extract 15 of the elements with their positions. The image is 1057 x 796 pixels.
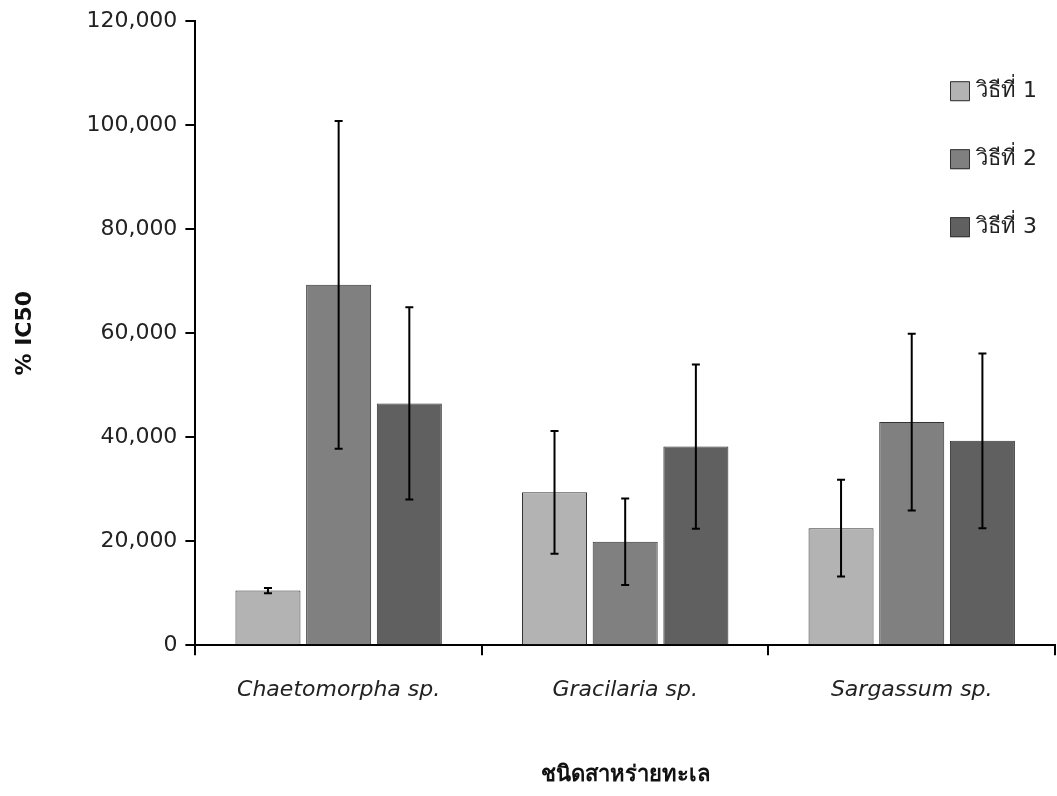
y-tick-label: 60,000 — [100, 318, 178, 344]
x-tick-label: Gracilaria sp. — [552, 676, 698, 702]
x-tick-label: Chaetomorpha sp. — [237, 676, 441, 702]
y-axis-title: % IC50 — [10, 290, 36, 376]
y-tick-label: 120,000 — [86, 6, 178, 32]
legend-label: วิธีที่ 2 — [975, 141, 1037, 170]
legend-label: วิธีที่ 1 — [975, 73, 1037, 102]
x-tick-label: Sargassum sp. — [830, 676, 993, 702]
y-tick-label: 40,000 — [100, 422, 178, 448]
legend-label: วิธีที่ 3 — [975, 209, 1037, 238]
y-tick-label: 80,000 — [100, 214, 178, 240]
y-tick-label: 100,000 — [86, 110, 178, 136]
y-tick-label: 20,000 — [100, 526, 178, 552]
x-axis-title: ชนิดสาหร่ายทะเล — [540, 760, 710, 786]
y-tick-label: 0 — [163, 630, 178, 656]
